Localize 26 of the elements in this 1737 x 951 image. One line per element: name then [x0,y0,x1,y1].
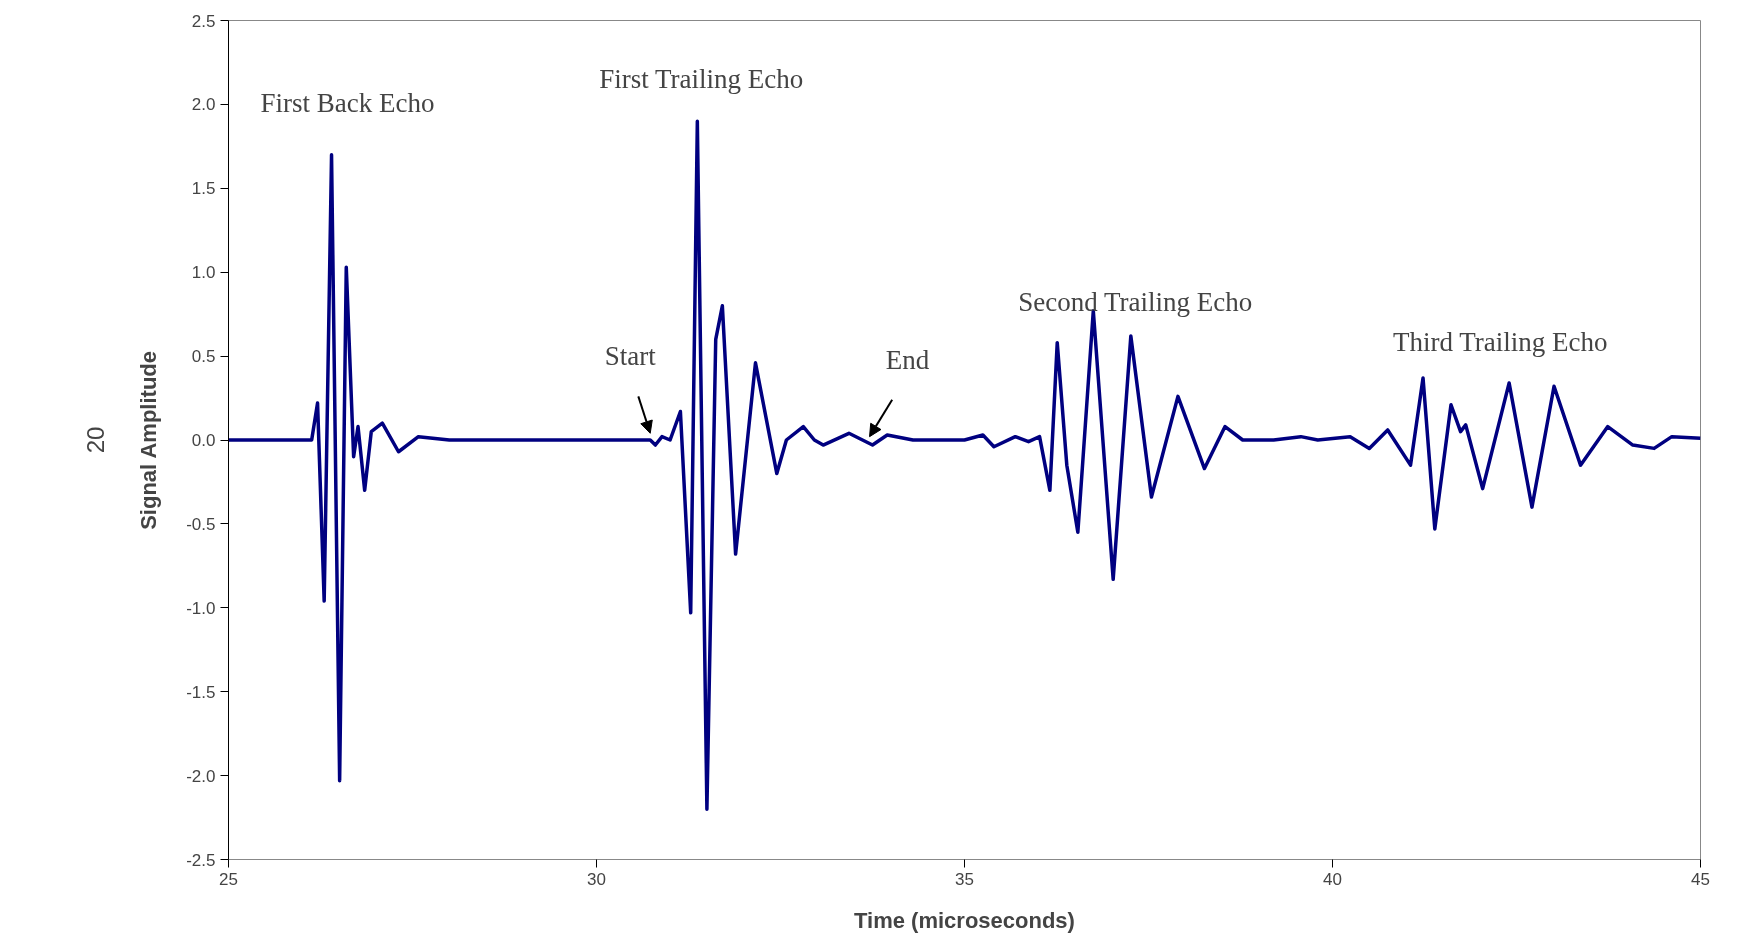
line-series [228,119,1701,811]
y-tick-label: 1.5 [191,179,216,199]
annotation: First Trailing Echo [599,63,804,94]
y-tick-label: 1.0 [191,263,216,283]
y-tick-label: 2.5 [191,11,216,31]
annotation: First Back Echo [260,87,435,118]
x-tick-label: 35 [955,869,974,889]
annotation: Start [604,341,657,372]
y-axis-title: Signal Amplitude [136,350,162,530]
y-tick-label: -2.5 [186,850,216,870]
annotation: Third Trailing Echo [1393,326,1608,357]
y-tick-label: -0.5 [186,514,216,534]
annotation: End [885,344,930,375]
x-tick-label: 40 [1323,869,1342,889]
text: 20 [81,426,109,454]
y-tick-label: 0.0 [191,431,216,450]
x-axis-title: Time (microseconds) [854,907,1075,933]
x-tick-label: 30 [587,869,606,889]
x-tick-label: 45 [1691,869,1710,889]
y-tick-label: -1.5 [186,682,216,702]
y-tick-label: -2.0 [186,766,216,786]
x-tick-label: 25 [219,869,238,889]
annotation: Second Trailing Echo [1018,286,1253,317]
y-tick-label: 2.0 [191,95,216,115]
y-tick-label: 0.5 [191,347,216,367]
y-tick-label: -1.0 [186,598,216,618]
